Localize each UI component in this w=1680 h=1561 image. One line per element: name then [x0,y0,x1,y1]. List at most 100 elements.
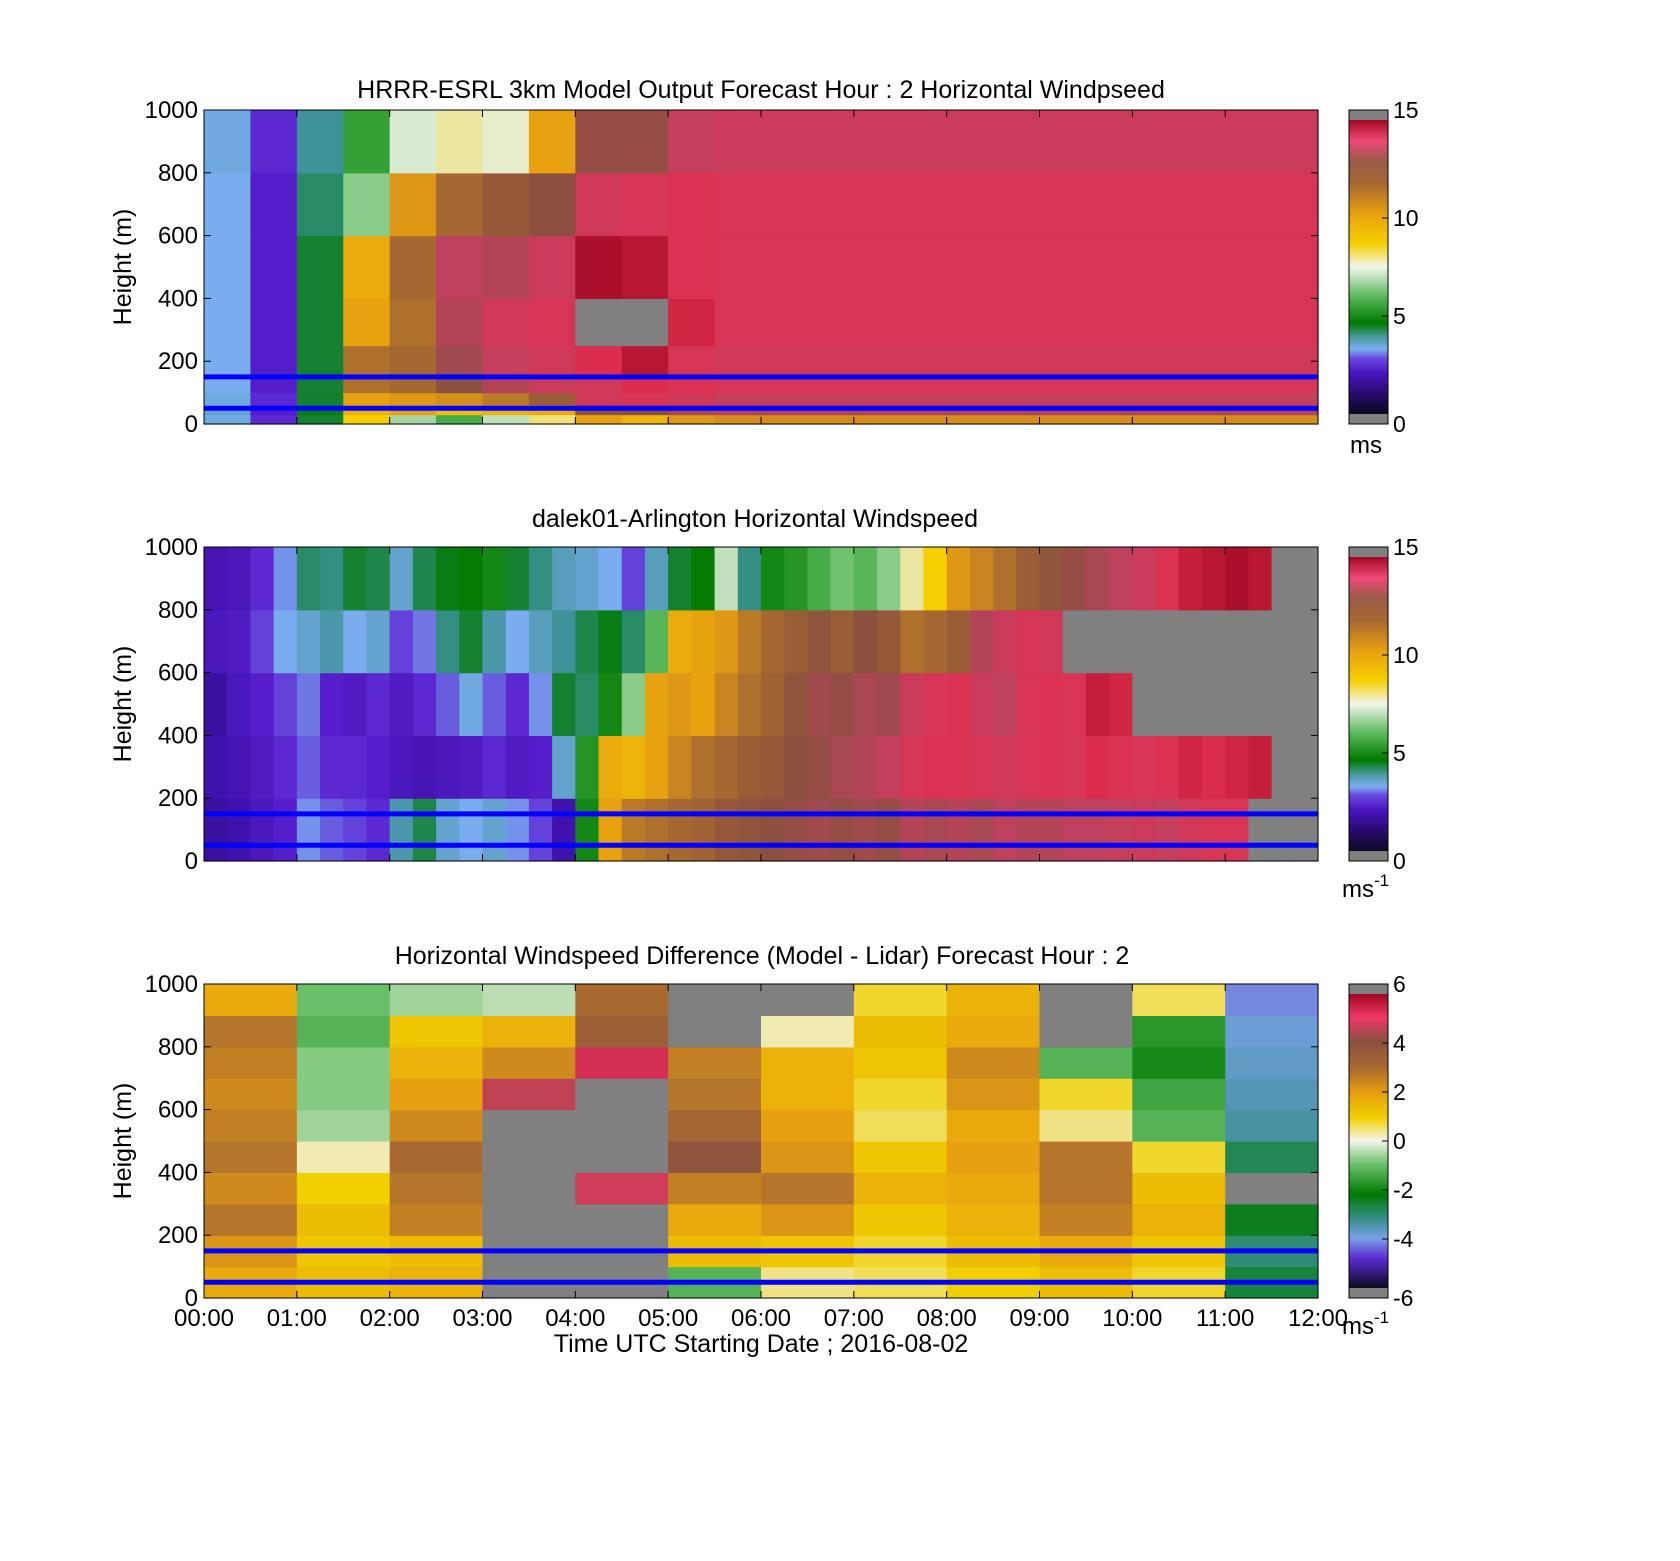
heatmap-cell [528,110,576,174]
panel-title: dalek01-Arlington Horizontal Windspeed [532,505,978,533]
heatmap-cell [528,376,576,394]
heatmap-cell [993,609,1017,674]
heatmap-cell [575,298,623,347]
heatmap-cell [668,414,716,425]
heatmap-cell [528,172,576,237]
heatmap-cell [320,547,344,611]
heatmap-cell [1132,798,1157,862]
heatmap-cell [204,798,228,862]
x-tick-label: 03:00 [452,1305,512,1332]
heatmap-cell [714,798,739,862]
heatmap-cell [436,735,460,799]
heatmap-cell [1085,609,1110,674]
heatmap-cell [389,1078,484,1111]
heatmap-cell [1132,1046,1226,1079]
heatmap-cell [853,1078,948,1111]
heatmap-cell [1039,984,1133,1016]
heatmap-cell [575,735,600,799]
y-axis-label: Height (m) [109,1083,137,1200]
heatmap-cell [853,984,948,1016]
heatmap-cell [807,735,832,799]
heatmap-cell [784,672,809,736]
heatmap-cell [969,672,994,736]
heatmap-cell [320,609,344,674]
heatmap-cell [1225,798,1249,862]
x-tick-label: 12:00 [1288,1305,1348,1332]
heatmap-cell [946,1015,1041,1048]
heatmap-cell [830,609,855,674]
heatmap-cell [528,547,553,611]
heatmap-cell [459,798,484,862]
heatmap-cell [204,672,228,736]
colorbar: -6 -4 -2 0 2 4 6 ms-1 [1342,971,1414,1340]
heatmap-cell [1225,672,1249,736]
heatmap-cell [389,735,414,799]
y-axis-ticks: 0 200 400 600 800 1000 [145,534,1318,875]
heatmap-cell [761,609,785,674]
y-tick-label: 200 [158,348,198,375]
heatmap-cell [807,609,832,674]
heatmap-cell [784,735,809,799]
heatmap-cell [714,110,1319,174]
heatmap-cell [714,172,1319,237]
heatmap-cell [668,984,762,1016]
heatmap-cell [668,735,692,799]
heatmap-cell [761,1141,855,1173]
heatmap-cell [877,798,901,862]
panel-title: Horizontal Windspeed Difference (Model -… [395,942,1130,970]
heatmap-cell [296,609,321,674]
heatmap-cell [1178,547,1203,611]
heatmap-cell [1039,609,1064,674]
heatmap-cell [877,609,901,674]
heatmap-cell [668,1141,762,1173]
heatmap-cell [296,798,321,862]
heatmap-cell [575,984,669,1016]
heatmap-cell [900,672,925,736]
heatmap-cell [296,1015,391,1048]
colorbar-tick-label: 5 [1393,303,1406,329]
heatmap-cell [575,414,623,425]
heatmap-cell [389,376,437,394]
heatmap-cell [621,345,669,378]
heatmap-cell [1225,1172,1319,1205]
heatmap-cell [250,672,275,736]
heatmap-cell [830,547,855,611]
heatmap-cell [482,1203,576,1236]
heatmap-cell [436,672,460,736]
heatmap-cell [343,414,391,425]
heatmap-cell [343,110,391,174]
heatmap-cell [528,735,553,799]
heatmap-cell [1178,609,1203,674]
heatmap-cell [1132,1141,1226,1173]
heatmap-cell [1039,798,1064,862]
heatmap-cell [761,1109,855,1142]
y-tick-label: 1000 [145,971,198,998]
heatmap-cell [1016,735,1041,799]
heatmap-cell [900,547,925,611]
heatmap-cell [1294,672,1319,736]
colorbar-low-cap [1349,414,1388,424]
heatmap-cell [296,1046,391,1079]
heatmap-cell [668,376,716,394]
heatmap-cell [1039,1141,1133,1173]
heatmap-cell [575,672,600,736]
heatmap-cell [482,798,507,862]
heatmap-cell [482,735,507,799]
heatmap-cell [621,172,669,237]
heatmap-cell [1201,798,1226,862]
heatmap-cell [1155,735,1180,799]
heatmap-cell [1294,609,1319,674]
heatmap-cells [204,110,1319,425]
y-axis-label: Height (m) [109,209,137,326]
heatmap-cell [482,672,507,736]
heatmap-cell [923,798,948,862]
x-tick-label: 07:00 [824,1305,884,1332]
heatmap-cell [552,547,576,611]
heatmap-cell [482,1172,576,1205]
heatmap-cell [668,345,716,378]
heatmap-cell [482,547,507,611]
heatmap-cell [1132,1109,1226,1142]
heatmap-cell [761,1172,855,1205]
x-tick-label: 00:00 [174,1305,234,1332]
heatmap-cell [993,798,1017,862]
